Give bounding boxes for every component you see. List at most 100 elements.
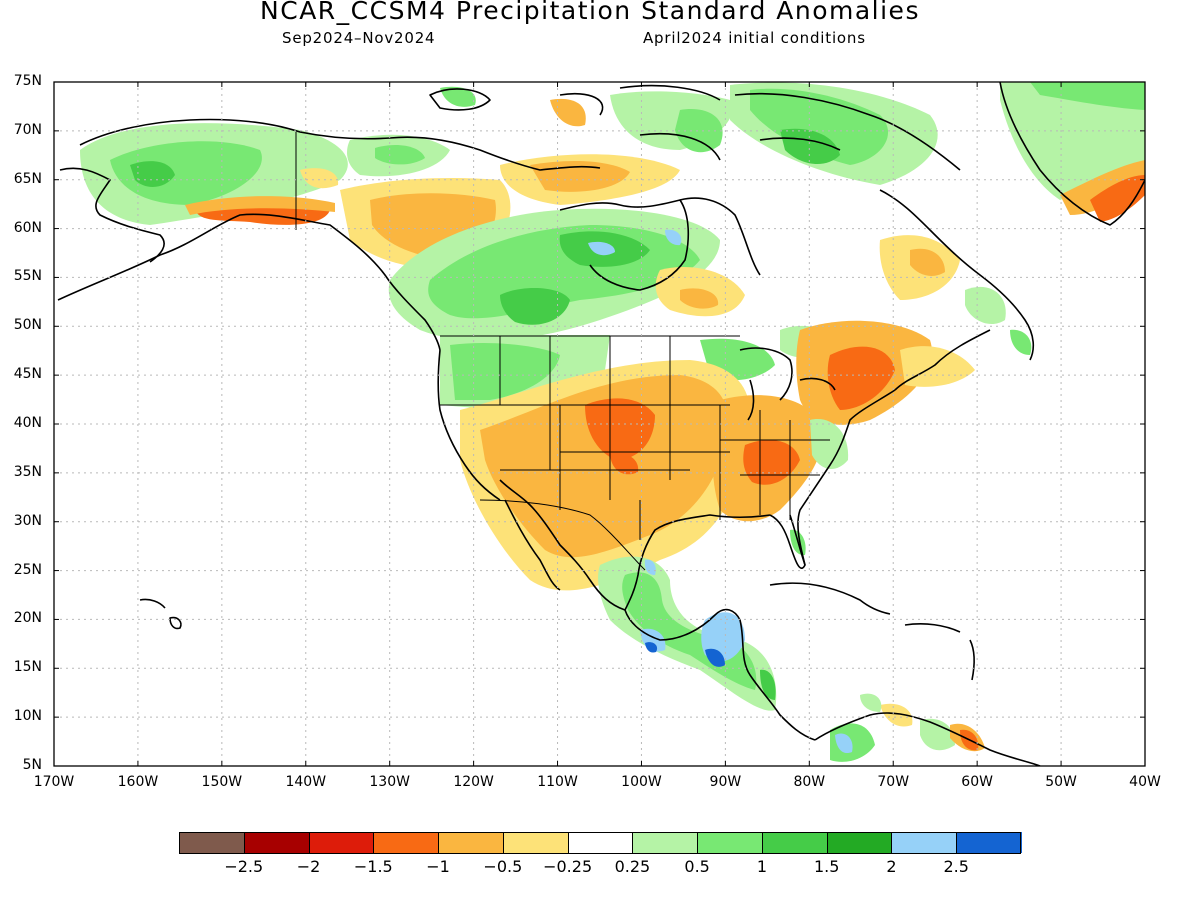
anomaly-region: [880, 703, 913, 727]
legend-label: 2: [886, 857, 897, 876]
anomaly-region: [130, 161, 175, 187]
anomaly-region: [705, 648, 725, 667]
latitude-label: 10N: [13, 708, 42, 725]
longitude-label: 60W: [961, 774, 993, 790]
legend-label: 0.5: [684, 857, 710, 876]
anomaly-region: [920, 718, 955, 751]
anomaly-region: [588, 241, 615, 256]
legend-label: −0.5: [483, 857, 523, 876]
longitude-label: 170W: [33, 774, 75, 790]
legend-swatch: [438, 832, 504, 853]
latitude-label: 55N: [13, 268, 42, 285]
anomaly-region: [185, 196, 335, 215]
anomaly-region: [780, 128, 840, 165]
legend-label: 1.5: [813, 857, 840, 876]
legend-swatch: [826, 832, 893, 853]
legend-swatch: [502, 832, 569, 853]
legend-label: 1: [756, 857, 768, 876]
anomaly-shading: [80, 82, 1145, 762]
legend-swatch: [632, 832, 699, 853]
legend-swatch: [308, 832, 375, 853]
legend-swatch: [956, 832, 1022, 853]
anomaly-region: [610, 453, 639, 475]
anomaly-region: [550, 98, 586, 127]
anomaly-region: [1010, 329, 1032, 355]
latitude-label: 15N: [13, 659, 42, 676]
longitude-label: 120W: [453, 774, 494, 790]
latitude-label: 50N: [13, 317, 42, 334]
latitude-label: 75N: [13, 73, 42, 89]
latitude-label: 5N: [22, 757, 42, 773]
longitude-label: 80W: [793, 774, 826, 790]
coastlines: [57, 82, 1145, 766]
legend-swatch: [179, 832, 245, 853]
anomaly-region: [110, 141, 262, 205]
legend-label: −1.5: [353, 857, 393, 876]
anomaly-region: [375, 145, 425, 165]
anomaly-region: [1030, 82, 1145, 110]
anomaly-region: [644, 559, 656, 575]
longitude-label: 70W: [877, 774, 910, 790]
latitude-label: 20N: [13, 610, 42, 627]
anomaly-region: [835, 733, 853, 754]
longitude-label: 130W: [369, 774, 410, 790]
latitude-label: 70N: [13, 121, 42, 138]
longitude-label: 100W: [621, 774, 662, 790]
anomaly-region: [965, 286, 1006, 325]
axis-ticks: [53, 81, 1146, 767]
anomaly-region: [810, 419, 849, 470]
longitude-label: 160W: [117, 774, 159, 790]
latitude-label: 40N: [13, 415, 42, 431]
legend-label: −0.25: [543, 857, 593, 876]
anomaly-region: [830, 723, 875, 762]
anomaly-region: [860, 693, 882, 712]
longitude-label: 40W: [1129, 774, 1161, 790]
forecast-period: Sep2024–Nov2024: [282, 29, 436, 47]
latitude-label: 35N: [13, 463, 42, 480]
legend-label: 2.5: [943, 857, 969, 876]
anomaly-region: [500, 288, 570, 325]
legend-swatch: [761, 832, 828, 853]
anomaly-region: [1060, 160, 1145, 215]
longitude-label: 140W: [285, 774, 327, 790]
latitude-label: 60N: [13, 219, 42, 236]
latitude-label: 30N: [13, 512, 42, 529]
anomaly-region: [480, 375, 728, 558]
longitude-label: 50W: [1045, 774, 1077, 790]
legend-swatch: [373, 832, 440, 853]
legend-label: −2: [296, 857, 321, 876]
anomaly-region: [743, 440, 800, 485]
anomaly-region: [585, 398, 655, 460]
anomaly-region: [760, 669, 776, 700]
anomaly-region: [675, 109, 723, 153]
anomaly-region: [900, 346, 975, 387]
legend-label: −1: [426, 857, 450, 876]
anomaly-region: [750, 88, 889, 165]
anomaly-region: [300, 168, 339, 189]
initial-conditions: April2024 initial conditions: [643, 29, 866, 47]
anomaly-region: [450, 343, 560, 400]
legend-swatch: [567, 832, 634, 853]
longitude-label: 90W: [709, 774, 742, 790]
anomaly-region: [645, 642, 658, 653]
legend-swatch: [891, 832, 958, 853]
map-gridlines: [54, 82, 1145, 766]
legend-label: 0.25: [614, 857, 651, 876]
anomaly-region: [1090, 175, 1145, 222]
latitude-label: 65N: [13, 170, 42, 187]
anomaly-region: [440, 86, 476, 107]
latitude-label: 45N: [13, 366, 42, 383]
latitude-label: 25N: [13, 561, 42, 578]
longitude-label: 150W: [201, 774, 243, 790]
legend-swatch: [697, 832, 763, 853]
legend-swatch: [243, 832, 310, 853]
anomaly-region: [827, 346, 895, 410]
anomaly-region: [1000, 82, 1145, 200]
political-borders: [295, 132, 830, 571]
anomaly-region: [910, 248, 945, 276]
map-title: NCAR_CCSM4 Precipitation Standard Anomal…: [260, 0, 920, 25]
anomaly-region: [680, 288, 719, 309]
legend-label: −2.5: [224, 857, 264, 876]
longitude-label: 110W: [537, 774, 578, 790]
